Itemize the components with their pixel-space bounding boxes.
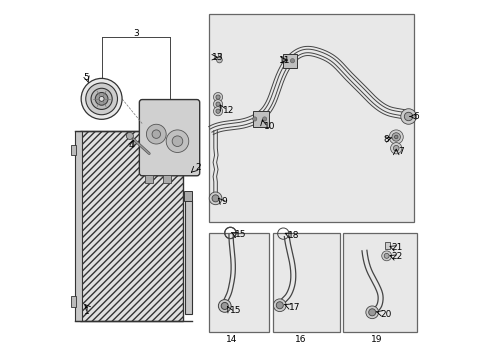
- Circle shape: [290, 59, 294, 63]
- Text: 22: 22: [390, 252, 402, 261]
- Circle shape: [216, 57, 222, 63]
- Text: 12: 12: [223, 105, 234, 114]
- Bar: [253, 111, 268, 127]
- Circle shape: [392, 145, 398, 151]
- Bar: [343, 233, 417, 332]
- Circle shape: [252, 117, 256, 121]
- Text: 6: 6: [412, 112, 418, 121]
- Circle shape: [368, 309, 375, 316]
- Bar: [282, 54, 296, 68]
- Circle shape: [209, 192, 222, 205]
- Circle shape: [216, 109, 220, 113]
- Circle shape: [384, 253, 388, 258]
- Text: 13: 13: [212, 53, 223, 62]
- Circle shape: [276, 302, 283, 309]
- Bar: [71, 296, 76, 307]
- Circle shape: [221, 302, 228, 310]
- Circle shape: [218, 300, 231, 312]
- Bar: [272, 233, 339, 332]
- Text: 21: 21: [390, 243, 402, 252]
- Circle shape: [85, 83, 117, 115]
- Bar: [184, 200, 192, 314]
- Text: 19: 19: [370, 335, 382, 344]
- Text: 15: 15: [234, 230, 245, 239]
- Circle shape: [273, 299, 285, 312]
- Bar: [384, 242, 389, 249]
- Bar: [217, 53, 221, 60]
- Bar: [81, 131, 183, 321]
- Circle shape: [99, 96, 104, 101]
- Text: 5: 5: [83, 73, 88, 82]
- Bar: [163, 175, 171, 183]
- Circle shape: [213, 100, 222, 109]
- Circle shape: [391, 133, 400, 141]
- Circle shape: [404, 112, 412, 121]
- Text: 11: 11: [279, 55, 290, 64]
- Circle shape: [172, 136, 183, 147]
- Circle shape: [213, 107, 222, 116]
- Circle shape: [381, 251, 391, 261]
- Bar: [75, 131, 81, 321]
- Text: 14: 14: [225, 335, 237, 344]
- Circle shape: [262, 117, 266, 121]
- Text: 3: 3: [133, 29, 139, 38]
- Bar: [71, 145, 76, 155]
- Text: 7: 7: [397, 147, 403, 156]
- Text: 10: 10: [264, 122, 275, 131]
- Text: 17: 17: [288, 302, 300, 311]
- Circle shape: [166, 130, 188, 153]
- FancyBboxPatch shape: [139, 100, 199, 176]
- Circle shape: [91, 88, 112, 109]
- Circle shape: [213, 93, 222, 102]
- Text: 15: 15: [230, 306, 242, 315]
- Text: 4: 4: [128, 141, 134, 150]
- Circle shape: [126, 132, 133, 139]
- Circle shape: [81, 78, 122, 119]
- Circle shape: [388, 130, 403, 144]
- Text: 1: 1: [84, 307, 89, 316]
- Text: 8: 8: [383, 135, 389, 144]
- Bar: [209, 233, 269, 332]
- Text: 2: 2: [195, 163, 200, 172]
- Circle shape: [400, 109, 415, 124]
- Circle shape: [282, 59, 286, 63]
- Circle shape: [95, 93, 108, 105]
- Text: 20: 20: [380, 310, 391, 319]
- Circle shape: [216, 102, 220, 106]
- Circle shape: [216, 95, 220, 99]
- Circle shape: [390, 143, 401, 154]
- Bar: [209, 14, 413, 222]
- Circle shape: [212, 195, 219, 202]
- Text: 18: 18: [287, 230, 299, 239]
- Circle shape: [365, 306, 378, 319]
- Circle shape: [152, 130, 160, 138]
- Bar: [145, 175, 153, 183]
- Text: 16: 16: [295, 335, 306, 344]
- Circle shape: [394, 135, 397, 139]
- Bar: [183, 190, 191, 201]
- Text: 9: 9: [221, 197, 227, 206]
- Circle shape: [146, 124, 166, 144]
